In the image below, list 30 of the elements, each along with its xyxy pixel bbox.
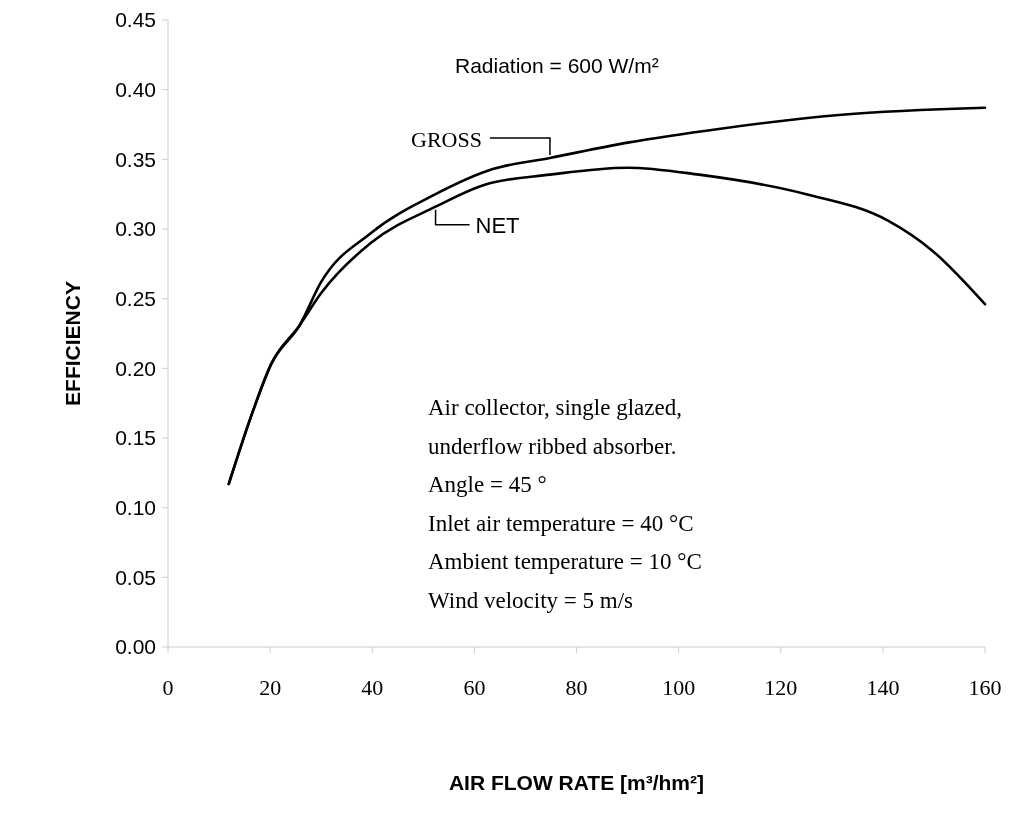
- y-tick-label: 0.35: [115, 147, 156, 171]
- y-tick-label: 0.30: [115, 217, 156, 241]
- y-tick-label: 0.05: [115, 565, 156, 589]
- x-tick-label: 160: [968, 675, 1002, 700]
- y-tick-label: 0.10: [115, 496, 156, 520]
- y-tick-label: 0.00: [115, 635, 156, 659]
- y-tick-label: 0.20: [115, 356, 156, 380]
- annotation: Wind velocity = 5 m/s: [428, 587, 634, 613]
- x-tick-label: 100: [662, 675, 696, 700]
- y-tick-label: 0.15: [115, 426, 156, 450]
- series-label: GROSS: [411, 126, 482, 152]
- y-tick-label: 0.40: [115, 78, 156, 102]
- x-tick-label: 60: [463, 675, 486, 700]
- annotation: Angle = 45 °: [428, 472, 547, 497]
- x-tick-label: 40: [361, 675, 384, 700]
- annotation: underflow ribbed absorber.: [428, 433, 677, 459]
- annotation: Inlet air temperature = 40 °C: [428, 510, 694, 536]
- annotation: Air collector, single glazed,: [428, 395, 682, 420]
- annotation: Ambient temperature = 10 °C: [428, 549, 702, 574]
- y-tick-label: 0.45: [115, 8, 156, 32]
- x-tick-label: 80: [565, 675, 588, 700]
- legend-label: NET: [475, 212, 520, 238]
- y-axis-title: EFFICIENCY: [61, 281, 84, 406]
- x-tick-label: 0: [162, 675, 174, 700]
- x-tick-label: 140: [866, 675, 900, 700]
- x-tick-label: 120: [764, 675, 798, 700]
- y-tick-label: 0.25: [115, 287, 156, 311]
- x-axis-title: AIR FLOW RATE [m³/hm²]: [448, 771, 705, 794]
- annotation: Radiation = 600 W/m²: [455, 54, 659, 77]
- x-tick-label: 20: [259, 675, 282, 700]
